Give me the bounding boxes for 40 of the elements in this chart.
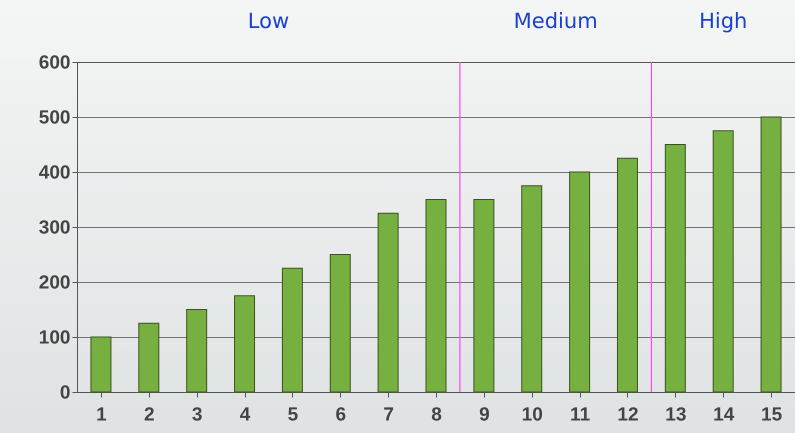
text: Medium — [514, 9, 598, 33]
bar — [569, 172, 590, 392]
bar — [138, 322, 160, 392]
x-tick-label: 3 — [192, 404, 202, 426]
x-tick-label: 5 — [288, 404, 299, 426]
bar — [378, 212, 399, 392]
bar — [664, 144, 686, 392]
x-tick-label: 10 — [522, 404, 543, 426]
bar — [90, 336, 112, 392]
x-tick-label: 7 — [383, 404, 394, 426]
y-tick-label: 200 — [38, 272, 70, 294]
bar — [521, 185, 542, 392]
y-tick-label: 100 — [38, 328, 70, 348]
bar — [282, 268, 303, 392]
bar — [473, 199, 494, 392]
bar — [760, 116, 782, 392]
y-tick-label: 300 — [38, 218, 70, 238]
text: High — [699, 9, 748, 33]
x-tick-label: 6 — [335, 404, 346, 426]
text: Low — [248, 9, 290, 33]
x-tick-label: 9 — [479, 404, 490, 426]
x-tick-label: 11 — [570, 404, 591, 426]
x-tick-label: 15 — [760, 404, 783, 426]
y-tick-label: 400 — [38, 162, 70, 184]
x-tick-label: 14 — [713, 404, 735, 426]
x-tick-label: 13 — [665, 404, 686, 426]
bar — [712, 130, 734, 392]
y-tick-label: 0 — [60, 382, 70, 404]
y-tick-label: 600 — [38, 52, 70, 74]
x-tick-label: 12 — [617, 404, 639, 426]
x-tick-label: 2 — [144, 404, 155, 426]
x-tick-label: 1 — [96, 404, 108, 426]
bar — [616, 158, 638, 392]
bar — [234, 295, 256, 392]
x-tick-label: 4 — [240, 404, 251, 426]
x-tick-label: 8 — [431, 404, 442, 426]
bar — [186, 309, 208, 392]
y-tick-label: 500 — [38, 108, 70, 128]
bar — [330, 254, 351, 392]
bar — [426, 199, 446, 392]
